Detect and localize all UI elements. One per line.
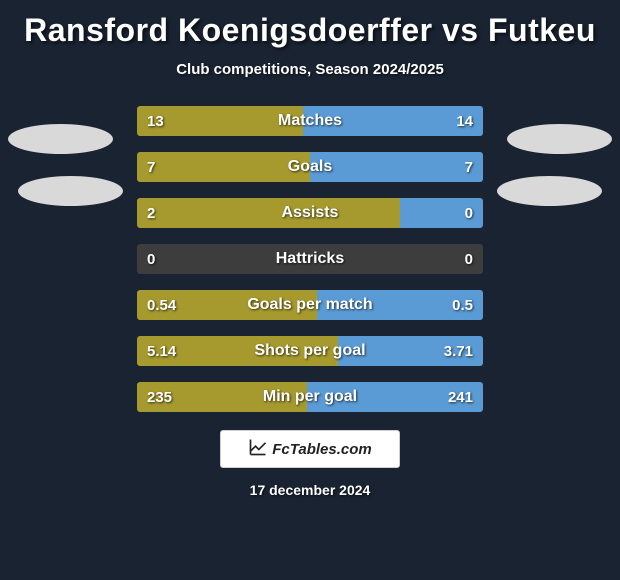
stat-label: Shots per goal xyxy=(137,336,483,366)
date-label: 17 december 2024 xyxy=(0,482,620,498)
player-left-shadow-1 xyxy=(8,124,113,154)
stat-label: Goals xyxy=(137,152,483,182)
player-left-shadow-2 xyxy=(18,176,123,206)
stat-row: 5.143.71Shots per goal xyxy=(137,336,483,366)
stat-row: 00Hattricks xyxy=(137,244,483,274)
stat-label: Goals per match xyxy=(137,290,483,320)
source-badge-text: FcTables.com xyxy=(272,441,371,458)
chart-icon xyxy=(248,437,268,462)
comparison-stage: 1314Matches 77Goals 20Assists 00Hattricks 0.… xyxy=(0,106,620,498)
stat-row: 0.540.5Goals per match xyxy=(137,290,483,320)
stat-bars: 1314Matches 77Goals 20Assists 00Hattricks 0.… xyxy=(137,106,483,412)
stat-label: Matches xyxy=(137,106,483,136)
page-subtitle: Club competitions, Season 2024/2025 xyxy=(0,61,620,78)
stat-row: 235241Min per goal xyxy=(137,382,483,412)
page-title: Ransford Koenigsdoerffer vs Futkeu xyxy=(0,0,620,49)
player-right-shadow-1 xyxy=(507,124,612,154)
stat-row: 1314Matches xyxy=(137,106,483,136)
stat-label: Assists xyxy=(137,198,483,228)
stat-label: Hattricks xyxy=(137,244,483,274)
stat-label: Min per goal xyxy=(137,382,483,412)
player-right-shadow-2 xyxy=(497,176,602,206)
stat-row: 20Assists xyxy=(137,198,483,228)
source-badge: FcTables.com xyxy=(220,430,400,468)
stat-row: 77Goals xyxy=(137,152,483,182)
